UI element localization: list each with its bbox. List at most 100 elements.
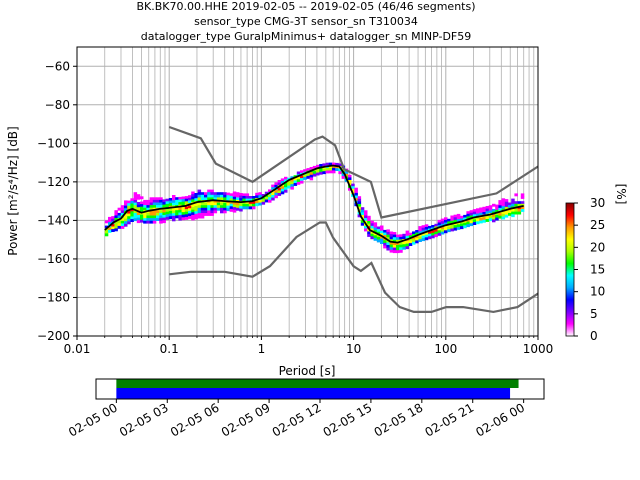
psd-histogram-cell <box>216 202 221 206</box>
psd-histogram-cell <box>149 197 154 201</box>
psd-histogram-cell <box>175 197 179 201</box>
psd-histogram-cell <box>133 218 138 222</box>
psd-histogram-cell <box>220 207 224 211</box>
psd-histogram-cell <box>354 195 358 199</box>
psd-histogram-cell <box>386 237 390 241</box>
psd-histogram-cell <box>405 246 410 250</box>
psd-histogram-cell <box>111 229 115 232</box>
psd-histogram-cell <box>127 200 131 204</box>
psd-histogram-cell <box>498 213 502 216</box>
psd-histogram-cell <box>220 210 224 214</box>
psd-histogram-cell <box>412 241 416 245</box>
psd-histogram-cell <box>373 222 378 226</box>
psd-histogram-cell <box>376 239 381 243</box>
psd-histogram-cell <box>191 207 195 210</box>
psd-histogram-cell <box>178 215 182 218</box>
psd-histogram-cell <box>245 206 250 210</box>
psd-histogram-cell <box>197 192 202 196</box>
psd-histogram-cell <box>415 240 419 244</box>
psd-histogram-cell <box>319 164 323 167</box>
psd-histogram-cell <box>370 233 374 237</box>
psd-histogram-cell <box>280 191 285 195</box>
psd-histogram-cell <box>453 225 458 228</box>
psd-histogram-cell <box>213 194 218 198</box>
psd-histogram-cell <box>447 226 451 230</box>
psd-histogram-cell <box>248 196 253 199</box>
psd-histogram-cell <box>389 234 394 237</box>
psd-histogram-cell <box>178 207 182 211</box>
psd-histogram-cell <box>402 246 406 250</box>
psd-histogram-cell <box>210 192 214 196</box>
psd-histogram-cell <box>492 214 496 218</box>
psd-histogram-cell <box>120 220 125 224</box>
psd-histogram-cell <box>386 232 390 235</box>
colorbar-label: [%] <box>614 184 628 205</box>
psd-histogram-cell <box>357 201 362 205</box>
psd-histogram-cell <box>197 197 202 201</box>
psd-histogram-cell <box>156 210 160 214</box>
psd-histogram-cell <box>479 210 483 213</box>
psd-histogram-cell <box>367 223 371 227</box>
psd-histogram-cell <box>501 198 506 202</box>
psd-histogram-cell <box>159 215 163 219</box>
psd-histogram-cell <box>386 242 390 246</box>
chart-title-line-2: sensor_type CMG-3T sensor_sn T310034 <box>194 15 418 28</box>
psd-histogram-cell <box>440 218 445 222</box>
x-tick-label: 100 <box>434 342 457 356</box>
psd-histogram-cell <box>184 216 189 220</box>
psd-histogram-cell <box>143 218 147 221</box>
psd-histogram-cell <box>412 239 416 243</box>
psd-histogram-cell <box>146 218 150 221</box>
psd-histogram-cell <box>162 212 166 216</box>
psd-histogram-cell <box>162 209 166 213</box>
psd-histogram-cell <box>127 203 131 207</box>
psd-histogram-cell <box>255 195 259 199</box>
psd-histogram-cell <box>338 168 342 172</box>
psd-histogram-cell <box>200 197 205 201</box>
psd-histogram-cell <box>178 202 182 205</box>
psd-histogram-cell <box>472 211 477 215</box>
psd-histogram-cell <box>412 234 416 237</box>
psd-histogram-cell <box>229 206 234 210</box>
psd-histogram-cell <box>495 215 499 218</box>
psd-histogram-cell <box>223 197 227 201</box>
time-tick-label: 02-05 06 <box>168 400 222 439</box>
psd-histogram-cell <box>434 234 438 238</box>
psd-histogram-cell <box>357 198 362 202</box>
psd-histogram-cell <box>130 203 134 207</box>
time-tick-label: 02-05 15 <box>321 400 375 439</box>
psd-histogram-cell <box>156 218 160 221</box>
psd-histogram-cell <box>236 197 240 201</box>
psd-histogram-cell <box>194 208 198 212</box>
psd-histogram-cell <box>213 205 218 209</box>
psd-histogram-cell <box>373 227 378 231</box>
psd-histogram-cell <box>172 213 176 217</box>
psd-histogram-cell <box>373 237 378 241</box>
psd-histogram-cell <box>373 224 378 228</box>
time-tick-label: 02-05 12 <box>270 400 324 439</box>
psd-histogram-cell <box>466 221 470 225</box>
psd-histogram-cell <box>245 201 250 205</box>
psd-histogram-cell <box>236 192 240 196</box>
psd-histogram-cell <box>191 194 195 197</box>
psd-histogram-cell <box>277 193 282 196</box>
psd-histogram-cell <box>392 245 397 248</box>
psd-histogram-cell <box>405 233 410 237</box>
psd-histogram-cell <box>418 239 422 242</box>
psd-histogram-cell <box>440 226 445 230</box>
psd-histogram-cell <box>511 214 515 218</box>
psd-histogram-cell <box>248 198 253 202</box>
psd-histogram-cell <box>370 220 374 224</box>
psd-histogram-cell <box>408 240 413 244</box>
psd-histogram-cell <box>431 235 435 239</box>
psd-histogram-cell <box>322 168 326 172</box>
psd-histogram-cell <box>127 213 131 217</box>
psd-histogram-cell <box>421 238 426 242</box>
psd-histogram-cell <box>159 205 163 208</box>
psd-histogram-cell <box>386 229 390 233</box>
colorbar-ticks: 0 5 10 15 20 25 30 <box>574 196 605 343</box>
psd-histogram-cell <box>453 219 458 223</box>
psd-histogram-cell <box>197 210 202 214</box>
psd-histogram-cell <box>485 208 490 212</box>
psd-histogram-cell <box>226 192 230 196</box>
